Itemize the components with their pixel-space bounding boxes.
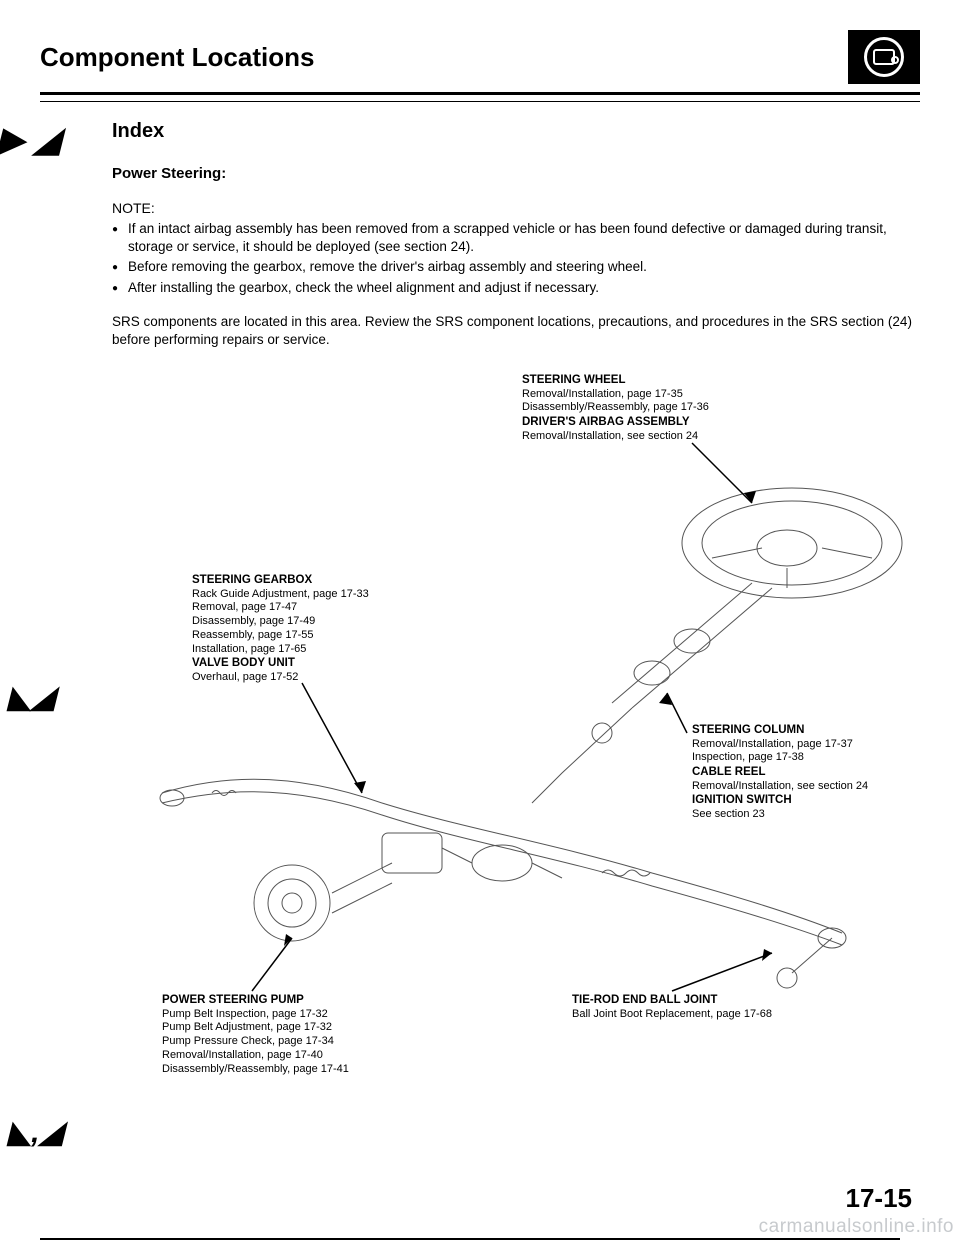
rule-thin	[40, 101, 920, 102]
note-label: NOTE:	[112, 200, 920, 216]
section-subtitle: Power Steering:	[112, 165, 920, 182]
side-tab-mid: ◣◢	[8, 680, 54, 715]
note-item: After installing the gearbox, check the …	[112, 279, 920, 297]
rule-thick	[40, 92, 920, 95]
content-area: Index Power Steering: NOTE: If an intact…	[40, 120, 920, 1113]
srs-badge-icon	[848, 30, 920, 84]
page-header: Component Locations	[40, 30, 920, 84]
note-item: If an intact airbag assembly has been re…	[112, 220, 920, 256]
note-list: If an intact airbag assembly has been re…	[112, 220, 920, 297]
side-tab-top: ▶ ◢	[0, 120, 60, 160]
page-number: 17-15	[846, 1183, 913, 1214]
exploded-diagram: STEERING WHEEL Removal/Installation, pag…	[132, 373, 952, 1113]
section-index: Index	[112, 120, 920, 143]
side-tab-low: ◣,◢	[8, 1115, 62, 1150]
watermark: carmanualsonline.info	[759, 1216, 954, 1238]
page-title: Component Locations	[40, 42, 314, 73]
note-item: Before removing the gearbox, remove the …	[112, 258, 920, 276]
bottom-rule	[40, 1238, 900, 1240]
srs-paragraph: SRS components are located in this area.…	[112, 313, 920, 349]
diagram-svg	[132, 373, 952, 1113]
